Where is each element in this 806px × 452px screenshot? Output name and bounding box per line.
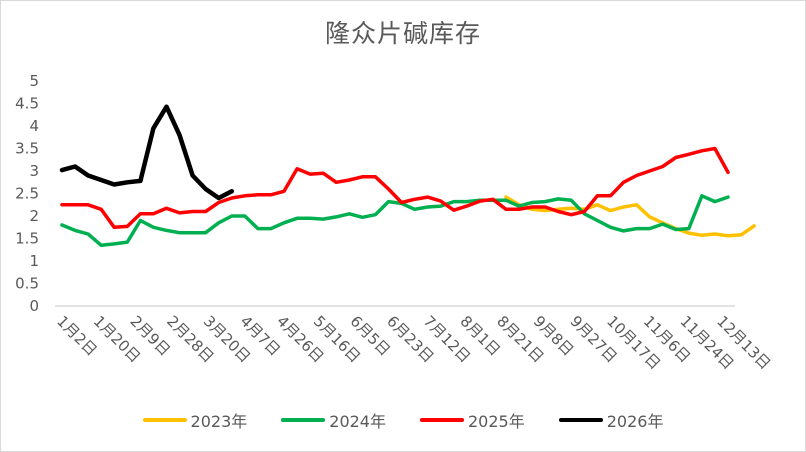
x-axis: 1月2日1月20日2月9日2月28日3月20日4月7日4月26日5月16日6月5…	[53, 312, 774, 373]
y-tick-label: 1	[29, 252, 39, 270]
legend-label: 2026年	[606, 412, 664, 431]
chart-title: 隆众片碱库存	[324, 19, 481, 48]
legend-swatch	[281, 418, 326, 422]
legend-item: 2026年	[558, 408, 664, 432]
y-tick-label: 2	[29, 207, 39, 225]
legend-label: 2023年	[190, 412, 248, 431]
y-tick-label: 2.5	[15, 185, 39, 203]
series-lines	[59, 104, 756, 248]
series-line-2025年	[60, 146, 730, 230]
y-tick-label: 1.5	[15, 230, 39, 248]
legend-item: 2024年	[281, 408, 386, 432]
x-tick-label: 1月2日	[53, 312, 100, 359]
legend-label: 2024年	[329, 412, 386, 431]
series-line-2023年	[504, 195, 756, 238]
y-tick-label: 5	[29, 72, 39, 90]
legend-item: 2025年	[420, 408, 525, 432]
legend: 2023年 2024年 2025年 2026年	[0, 408, 806, 432]
series-line-2024年	[60, 194, 730, 248]
y-tick-label: 3.5	[15, 140, 39, 158]
legend-swatch	[420, 418, 464, 422]
legend-item: 2023年	[142, 408, 248, 432]
legend-label: 2025年	[468, 412, 525, 431]
y-tick-label: 0.5	[15, 275, 39, 293]
y-tick-label: 4	[29, 117, 39, 135]
y-tick-label: 0	[29, 297, 39, 315]
legend-swatch	[558, 418, 603, 422]
y-tick-label: 3	[29, 162, 39, 180]
series-line-2026年	[59, 104, 235, 201]
legend-swatch	[142, 418, 187, 422]
y-axis: 0 0.5 1 1.5 2 2.5 3 3.5 4 4.5 5	[15, 72, 39, 315]
y-tick-label: 4.5	[15, 95, 39, 113]
